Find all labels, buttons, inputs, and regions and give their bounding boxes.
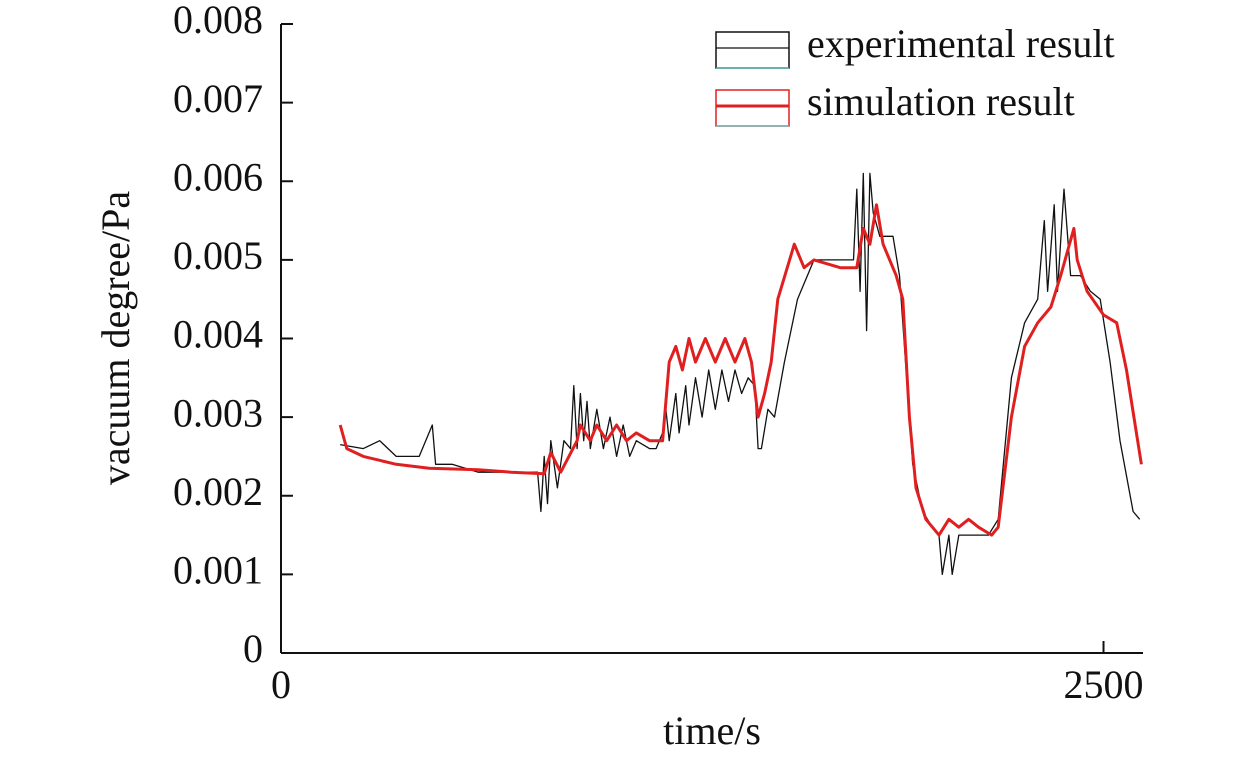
legend-label: simulation result (807, 79, 1075, 124)
x-tick-label: 0 (271, 662, 291, 707)
y-tick-label: 0.006 (173, 154, 263, 199)
y-axis-label: vacuum degree/Pa (93, 191, 138, 486)
y-tick-label: 0.002 (173, 469, 263, 514)
y-tick-label: 0.001 (173, 548, 263, 593)
legend-label: experimental result (807, 21, 1115, 66)
y-tick-label: 0.008 (173, 0, 263, 42)
legend-box (715, 89, 790, 127)
y-tick-label: 0.005 (173, 233, 263, 278)
y-tick-label: 0.003 (173, 390, 263, 435)
y-tick-label: 0.007 (173, 76, 263, 121)
y-tick-label: 0 (243, 626, 263, 671)
x-axis-label: time/s (663, 708, 761, 753)
data-line (338, 203, 1143, 537)
y-tick-label: 0.004 (173, 312, 263, 357)
x-tick-label: 2500 (1064, 662, 1144, 707)
legend-box (715, 31, 790, 69)
